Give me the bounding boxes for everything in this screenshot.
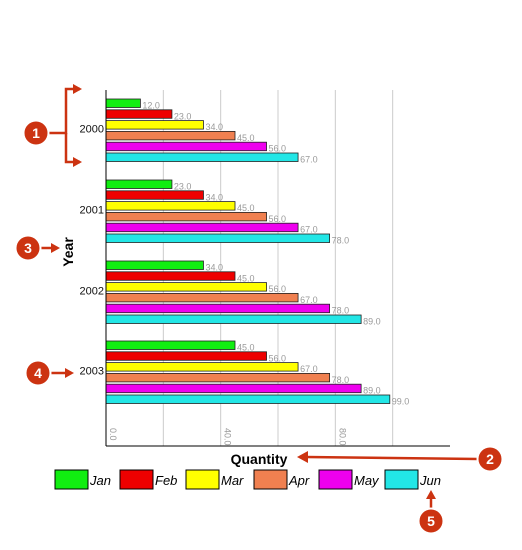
callout-arrow [305, 455, 479, 461]
callout-arrowhead [51, 243, 60, 253]
legend-label: Apr [288, 473, 310, 488]
axes: 2000 2001 2002 2003 0.0 40.0 80.0 Quantity Year [60, 90, 450, 467]
callout-badge [476, 445, 504, 473]
callout-arrowhead [73, 157, 82, 167]
x-tick-label: 0.0 [108, 428, 118, 441]
callouts: 1 2 3 4 5 [14, 84, 504, 535]
bar [105, 109, 173, 119]
legend-swatch [253, 469, 288, 490]
bar [105, 351, 267, 361]
callout-number: 2 [486, 451, 494, 467]
y-tick-label: 2000 [80, 123, 104, 135]
legend: Jan Feb Mar Apr May Jun [54, 469, 441, 490]
bar [105, 233, 331, 243]
bar [105, 130, 236, 141]
data-label: 89.0 [363, 386, 381, 396]
bar [105, 282, 267, 292]
bar [105, 340, 236, 350]
value-labels: 12.0 23.0 34.0 45.0 56.0 67.0 23.0 34.0 45.0 56.0… [142, 101, 409, 407]
legend-swatch [119, 469, 154, 490]
x-tick-label: 40.0 [223, 428, 233, 446]
legend-label: Jun [419, 473, 441, 488]
data-label: 78.0 [332, 306, 350, 316]
y-tick-label: 2001 [80, 204, 104, 216]
data-label: 34.0 [205, 192, 223, 202]
callout-number: 5 [427, 513, 435, 529]
x-axis-title: Quantity [231, 451, 288, 467]
bar [105, 394, 391, 404]
callout-number: 4 [34, 365, 42, 381]
bar [105, 152, 299, 162]
bar [105, 98, 141, 108]
legend-swatch [185, 469, 220, 490]
data-label: 67.0 [300, 364, 318, 374]
data-label: 89.0 [363, 317, 381, 327]
data-label: 45.0 [237, 343, 255, 353]
data-label: 67.0 [300, 155, 318, 165]
data-label: 99.0 [392, 397, 410, 407]
bar [105, 201, 236, 211]
data-label: 78.0 [332, 375, 350, 385]
bar [105, 211, 267, 222]
legend-swatch [384, 469, 419, 490]
y-axis-title: Year [60, 237, 76, 267]
callout-badge [24, 359, 52, 387]
bar [105, 362, 299, 372]
bar [105, 141, 267, 152]
bar [105, 292, 299, 303]
callout-number: 1 [32, 125, 40, 141]
bar [105, 271, 236, 281]
data-label: 78.0 [332, 236, 350, 246]
callout-arrowhead [426, 490, 436, 499]
data-label: 56.0 [269, 214, 287, 224]
callout-badge [14, 234, 42, 262]
data-label: 56.0 [269, 353, 287, 363]
data-label: 12.0 [142, 101, 160, 111]
data-label: 67.0 [300, 225, 318, 235]
data-label: 56.0 [269, 284, 287, 294]
callout-arrowhead [65, 368, 74, 378]
callout-badge [417, 507, 445, 535]
bar [105, 190, 204, 200]
y-tick-label: 2003 [80, 365, 104, 377]
bar [105, 383, 362, 394]
data-label: 67.0 [300, 295, 318, 305]
bar [105, 120, 204, 130]
legend-label: May [354, 473, 380, 488]
bar [105, 314, 362, 324]
callout-badge [22, 119, 50, 147]
callout-arrow [48, 87, 80, 135]
callout-arrowhead [73, 84, 82, 94]
bar [105, 260, 204, 270]
legend-label: Feb [155, 473, 177, 488]
x-tick-label: 80.0 [337, 428, 347, 446]
bar [105, 222, 299, 233]
data-label: 45.0 [237, 203, 255, 213]
data-label: 34.0 [205, 263, 223, 273]
legend-swatch [318, 469, 353, 490]
bar [105, 303, 331, 314]
legend-swatch [54, 469, 89, 490]
bar [105, 372, 331, 383]
callout-arrowhead [297, 451, 308, 463]
data-label: 23.0 [174, 111, 192, 121]
data-label: 23.0 [174, 182, 192, 192]
legend-label: Jan [89, 473, 111, 488]
data-label: 45.0 [237, 273, 255, 283]
data-label: 45.0 [237, 133, 255, 143]
bar [105, 179, 173, 189]
legend-label: Mar [221, 473, 244, 488]
data-label: 34.0 [205, 122, 223, 132]
data-label: 56.0 [269, 144, 287, 154]
y-tick-label: 2002 [80, 285, 104, 297]
bars [105, 98, 391, 404]
callout-number: 3 [24, 240, 32, 256]
